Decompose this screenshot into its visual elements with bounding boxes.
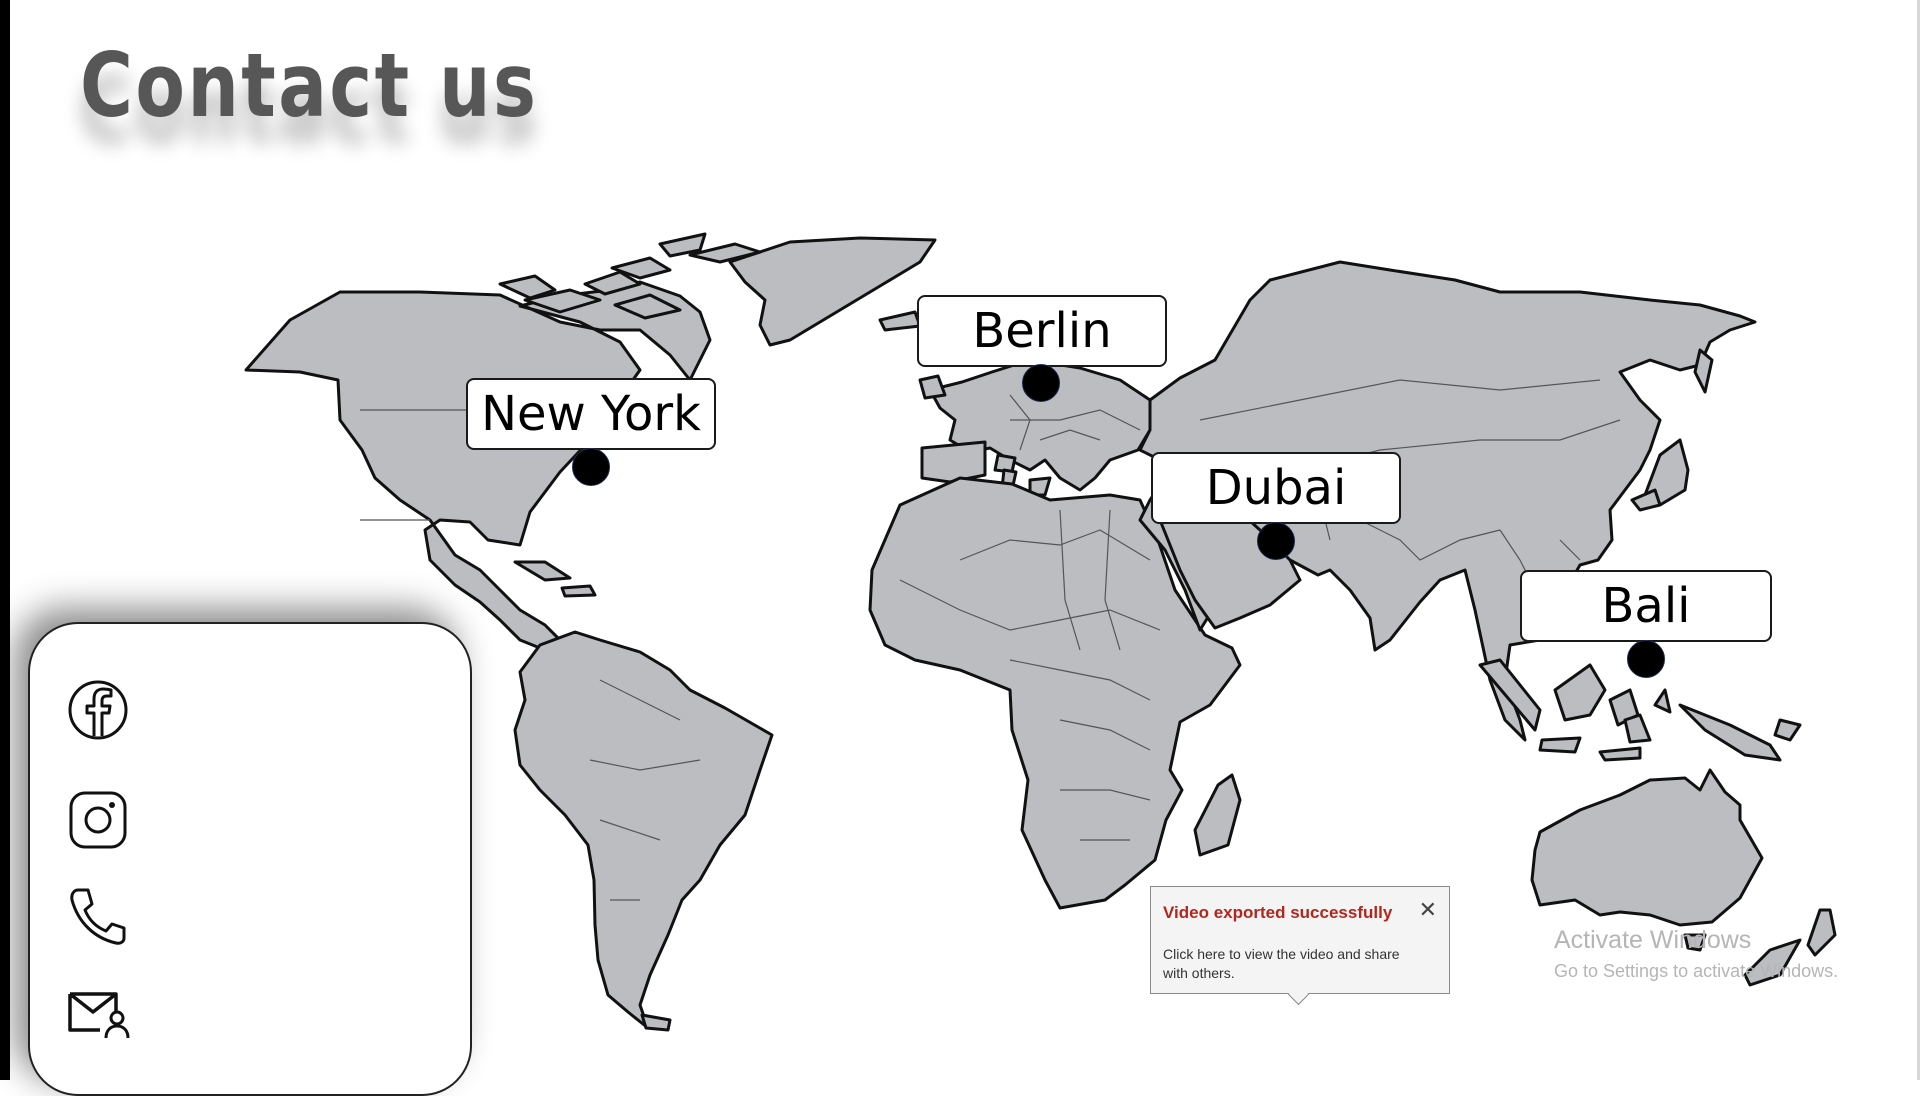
- australia-continent: [1530, 768, 1764, 927]
- location-pin-dubai[interactable]: [1257, 522, 1295, 560]
- instagram-icon[interactable]: [66, 788, 130, 852]
- south-america-continent: [513, 630, 774, 1030]
- facebook-icon[interactable]: [66, 678, 130, 742]
- email-user-icon[interactable]: [66, 980, 130, 1044]
- left-edge-bar: [0, 0, 10, 1080]
- city-label-berlin: Berlin: [917, 295, 1167, 367]
- location-pin-bali[interactable]: [1627, 640, 1665, 678]
- page-title: Contact us: [80, 34, 539, 137]
- notification-title: Video exported successfully: [1163, 903, 1393, 922]
- notification-body[interactable]: Click here to view the video and share w…: [1163, 946, 1400, 981]
- greenland: [728, 236, 937, 347]
- contact-card: [28, 622, 472, 1096]
- city-label-dubai: Dubai: [1151, 452, 1401, 524]
- location-pin-new-york[interactable]: [572, 448, 610, 486]
- close-icon[interactable]: ✕: [1418, 897, 1437, 922]
- africa-continent: [868, 476, 1242, 910]
- location-pin-berlin[interactable]: [1022, 364, 1060, 402]
- watermark-title: Activate Windows: [1554, 926, 1752, 954]
- phone-icon[interactable]: [66, 884, 130, 948]
- right-edge-bar: [1917, 0, 1920, 1080]
- north-america-continent: [244, 280, 712, 650]
- export-notification[interactable]: Video exported successfully ✕ Click here…: [1150, 886, 1450, 1006]
- city-label-new-york: New York: [466, 378, 716, 450]
- city-label-bali: Bali: [1520, 570, 1772, 642]
- activation-watermark: Activate Windows Go to Settings to activ…: [1554, 926, 1838, 982]
- watermark-subtitle: Go to Settings to activate Windows.: [1554, 961, 1839, 981]
